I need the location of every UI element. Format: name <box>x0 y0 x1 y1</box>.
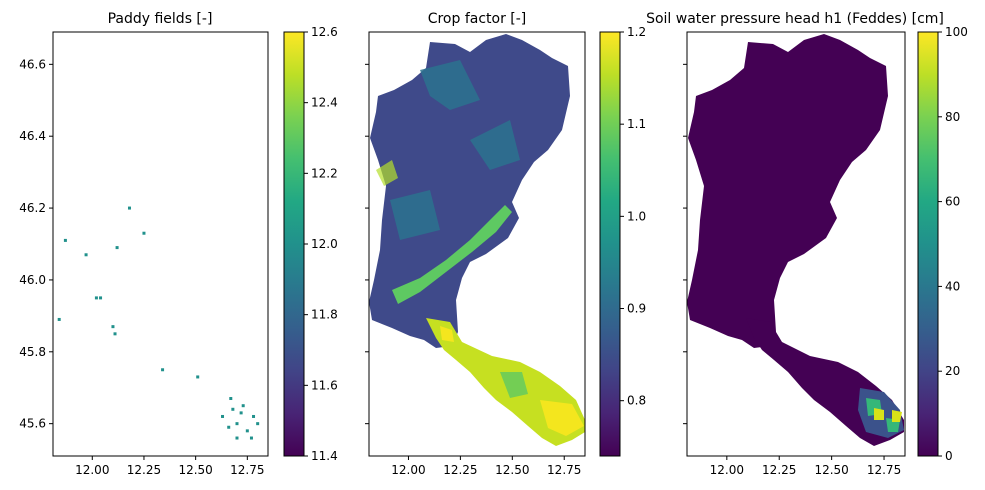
y-tick-label: 46.2 <box>19 201 46 215</box>
y-axis <box>365 63 369 425</box>
colorbar-tick-label: 40 <box>945 279 960 293</box>
paddy-cell <box>256 422 260 426</box>
x-tick-label: 12.00 <box>710 463 744 477</box>
y-tick-label: 46.0 <box>19 273 46 287</box>
chart-title: Paddy fields [-] <box>108 11 213 27</box>
colorbar-tick-label: 80 <box>945 110 960 124</box>
colorbar-tick-label: 0.8 <box>627 394 646 408</box>
colorbar-ticks: 0.8 0.9 1.0 1.1 1.2 <box>620 25 646 408</box>
colorbar-tick-label: 20 <box>945 364 960 378</box>
colorbar-tick-label: 0 <box>945 449 953 463</box>
colorbar-tick-label: 12.6 <box>311 25 338 39</box>
colorbar-tick-label: 11.8 <box>311 308 338 322</box>
paddy-cell <box>127 206 131 210</box>
paddy-cell <box>161 368 165 372</box>
colorbar <box>917 31 939 457</box>
colorbar <box>283 31 305 457</box>
chart-title: Soil water pressure head h1 (Feddes) [cm… <box>646 11 944 27</box>
colorbar-tick-label: 12.2 <box>311 166 338 180</box>
paddy-cell <box>231 407 235 411</box>
colorbar-tick-label: 12.4 <box>311 96 338 110</box>
x-tick-label: 12.00 <box>391 463 425 477</box>
x-axis: 12.00 12.25 12.50 12.75 <box>75 456 265 477</box>
plain-bright-zones <box>440 326 584 436</box>
paddy-cell <box>249 436 253 440</box>
x-tick-label: 12.25 <box>762 463 796 477</box>
y-tick-label: 45.6 <box>19 417 46 431</box>
panel-paddy-fields: Paddy fields [-] 12.00 12.25 12.50 12.75 45… <box>19 11 337 477</box>
x-tick-label: 12.75 <box>230 463 264 477</box>
paddy-cell <box>245 429 249 433</box>
high-pressure-yellow <box>874 408 902 422</box>
panel-crop-factor: Crop factor [-] 12.00 12.25 12.50 12.75 0.8… <box>365 11 646 477</box>
paddy-cell <box>229 397 233 401</box>
x-axis: 12.00 12.25 12.50 12.75 <box>391 456 581 477</box>
colorbar-tick-label: 60 <box>945 195 960 209</box>
x-tick-label: 12.25 <box>127 463 161 477</box>
paddy-cell <box>235 422 239 426</box>
paddy-cell <box>252 414 256 418</box>
mountain-region <box>369 34 570 348</box>
x-tick-label: 12.50 <box>495 463 529 477</box>
paddy-cell <box>111 325 115 329</box>
colorbar-tick-label: 11.4 <box>311 449 338 463</box>
x-tick-label: 12.75 <box>547 463 581 477</box>
colorbar-tick-label: 1.0 <box>627 209 646 223</box>
y-tick-label: 46.6 <box>19 57 46 71</box>
plot-area <box>53 32 268 456</box>
y-axis <box>683 63 687 425</box>
paddy-cell <box>84 253 88 257</box>
x-tick-label: 12.25 <box>443 463 477 477</box>
colorbar-tick-label: 12.0 <box>311 237 338 251</box>
paddy-cell <box>57 317 61 321</box>
x-axis: 12.00 12.25 12.50 12.75 <box>710 456 901 477</box>
paddy-cell <box>63 238 67 242</box>
paddy-cell <box>235 436 239 440</box>
valley-band <box>392 205 512 304</box>
panel-soil-water: Soil water pressure head h1 (Feddes) [cm… <box>646 11 968 477</box>
paddy-cell <box>99 296 103 300</box>
x-tick-label: 12.00 <box>75 463 109 477</box>
mountain-region <box>687 34 888 348</box>
paddy-cell <box>227 425 231 429</box>
paddy-cell <box>94 296 98 300</box>
paddy-cell <box>196 375 200 379</box>
y-axis: 45.6 45.8 46.0 46.2 46.4 46.6 <box>19 57 53 431</box>
colorbar-tick-label: 11.6 <box>311 378 338 392</box>
colorbar-ticks: 11.4 11.6 11.8 12.0 12.2 12.4 12.6 <box>304 25 338 463</box>
y-tick-label: 45.8 <box>19 345 46 359</box>
colorbar-tick-label: 0.9 <box>627 302 646 316</box>
north-plateau <box>376 160 398 186</box>
colorbar <box>599 31 621 457</box>
y-tick-label: 46.4 <box>19 129 46 143</box>
axes-frame <box>52 31 269 457</box>
axes-frame <box>686 31 906 457</box>
colorbar-ticks: 0 20 40 60 80 100 <box>938 25 968 463</box>
paddy-cells <box>57 206 260 440</box>
paddy-cell <box>115 246 119 250</box>
paddy-cell <box>241 404 245 408</box>
colorbar-tick-label: 1.1 <box>627 117 646 131</box>
axes-frame <box>368 31 586 457</box>
paddy-cell <box>142 231 146 235</box>
paddy-cell <box>113 332 117 336</box>
x-tick-label: 12.50 <box>814 463 848 477</box>
x-tick-label: 12.75 <box>867 463 901 477</box>
crop-factor-map <box>369 34 585 446</box>
high-pressure-green <box>866 398 900 432</box>
colorbar-tick-label: 1.2 <box>627 25 646 39</box>
paddy-cell <box>239 411 243 415</box>
paddy-cell <box>221 414 225 418</box>
plain-green-zones <box>500 372 528 398</box>
soil-water-map <box>687 34 904 446</box>
colorbar-tick-label: 100 <box>945 25 968 39</box>
chart-title: Crop factor [-] <box>428 11 527 27</box>
x-tick-label: 12.50 <box>178 463 212 477</box>
mountain-greenish-zones <box>390 60 520 240</box>
